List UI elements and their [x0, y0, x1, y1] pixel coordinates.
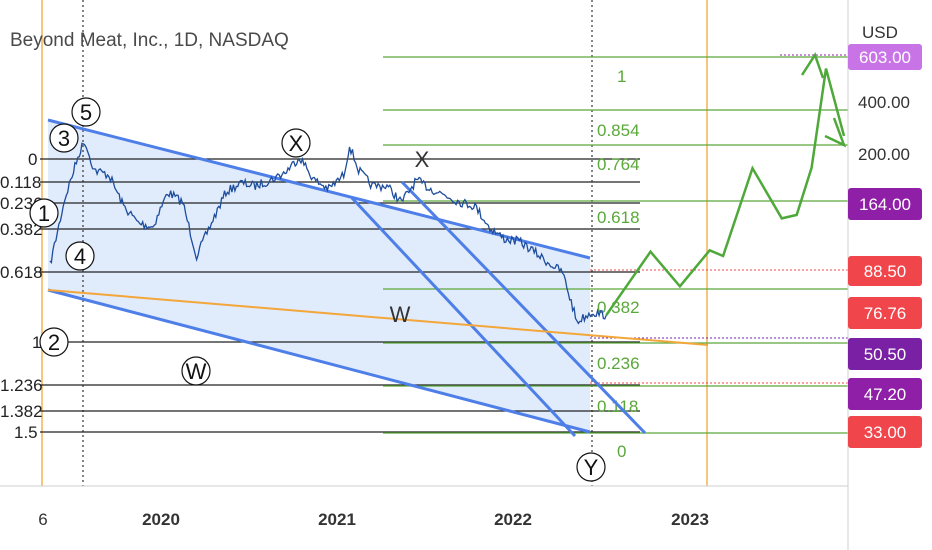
fib-left-label: 1: [32, 333, 41, 352]
svg-text:W: W: [186, 359, 207, 384]
fib-retracement-left[interactable]: 0 0.118 0.236 0.382 0.618 1 1.236 1.382 …: [0, 150, 640, 442]
wave-labels: 1 2 3 4 5 W X Y X W: [29, 97, 606, 482]
wave-label-plain-W: W: [390, 302, 411, 327]
price-badge-label: 603.00: [859, 48, 911, 67]
fib-left-label: 1.382: [0, 402, 43, 421]
x-tick-label: 2023: [671, 510, 709, 529]
chart-title: Beyond Meat, Inc., 1D, NASDAQ: [10, 30, 289, 51]
x-tick-label: 2021: [318, 510, 356, 529]
arrowhead-icon: [800, 52, 847, 148]
projection-path[interactable]: [605, 68, 846, 316]
svg-text:4: 4: [74, 244, 86, 269]
fib-right-label: 0.618: [597, 208, 640, 227]
channel-inner-line-1[interactable]: [350, 196, 577, 438]
orange-trend-line[interactable]: [47, 289, 709, 346]
descending-channel-fill: [48, 120, 590, 432]
wave-label-Y: Y: [576, 452, 606, 482]
fib-right-label: 0.854: [597, 121, 640, 140]
wave-label-1: 1: [29, 198, 59, 228]
fib-right-label: 0.382: [597, 298, 640, 317]
svg-text:5: 5: [80, 100, 92, 125]
fib-left-label: 1.236: [0, 376, 43, 395]
channel-upper-line[interactable]: [47, 118, 591, 260]
currency-label: USD: [862, 23, 898, 42]
price-badge-label: 47.20: [864, 385, 907, 404]
price-badge-label: 164.00: [859, 195, 911, 214]
price-badge-label: 50.50: [864, 345, 907, 364]
channel-lower-line[interactable]: [47, 288, 591, 434]
price-badge-label: 33.00: [864, 423, 907, 442]
wave-label-3: 3: [49, 123, 79, 153]
channel-inner-line-2[interactable]: [400, 180, 647, 435]
wave-label-4: 4: [65, 241, 95, 271]
fib-left-label: 0.618: [0, 263, 43, 282]
x-tick-label: 2022: [494, 510, 532, 529]
fib-left-label: 0: [28, 150, 37, 169]
fib-extension-right[interactable]: 1 0.854 0.764 0.618 0.382 0.236 0.118 0: [383, 56, 848, 461]
fib-left-label: 0.382: [0, 220, 43, 239]
fib-left-label: 0.118: [0, 173, 41, 192]
svg-text:X: X: [289, 131, 304, 156]
wave-label-2: 2: [39, 327, 69, 357]
x-tick-label: 6: [38, 510, 47, 529]
price-badge-label: 88.50: [864, 262, 907, 281]
svg-text:2: 2: [48, 330, 60, 355]
fib-right-label: 0.764: [597, 155, 640, 174]
y-tick-label: 400.00: [858, 93, 910, 112]
x-tick-label: 2020: [142, 510, 180, 529]
svg-text:1: 1: [38, 201, 50, 226]
y-tick-label: 200.00: [858, 145, 910, 164]
wave-label-W: W: [181, 356, 211, 386]
fib-right-label: 0.236: [597, 354, 640, 373]
wave-label-X: X: [281, 128, 311, 158]
svg-text:3: 3: [58, 126, 70, 151]
wave-label-5: 5: [71, 97, 101, 127]
fib-right-label: 0: [617, 442, 626, 461]
price-badge-label: 76.76: [864, 304, 907, 323]
svg-text:Y: Y: [584, 455, 599, 480]
price-series-line: [49, 142, 607, 325]
wave-label-plain-X: X: [415, 147, 430, 172]
fib-left-label: 1.5: [14, 423, 38, 442]
fib-right-label: 1: [617, 67, 626, 86]
price-badges[interactable]: 603.00 164.00 88.50 76.76 50.50 47.20 33…: [848, 44, 922, 448]
